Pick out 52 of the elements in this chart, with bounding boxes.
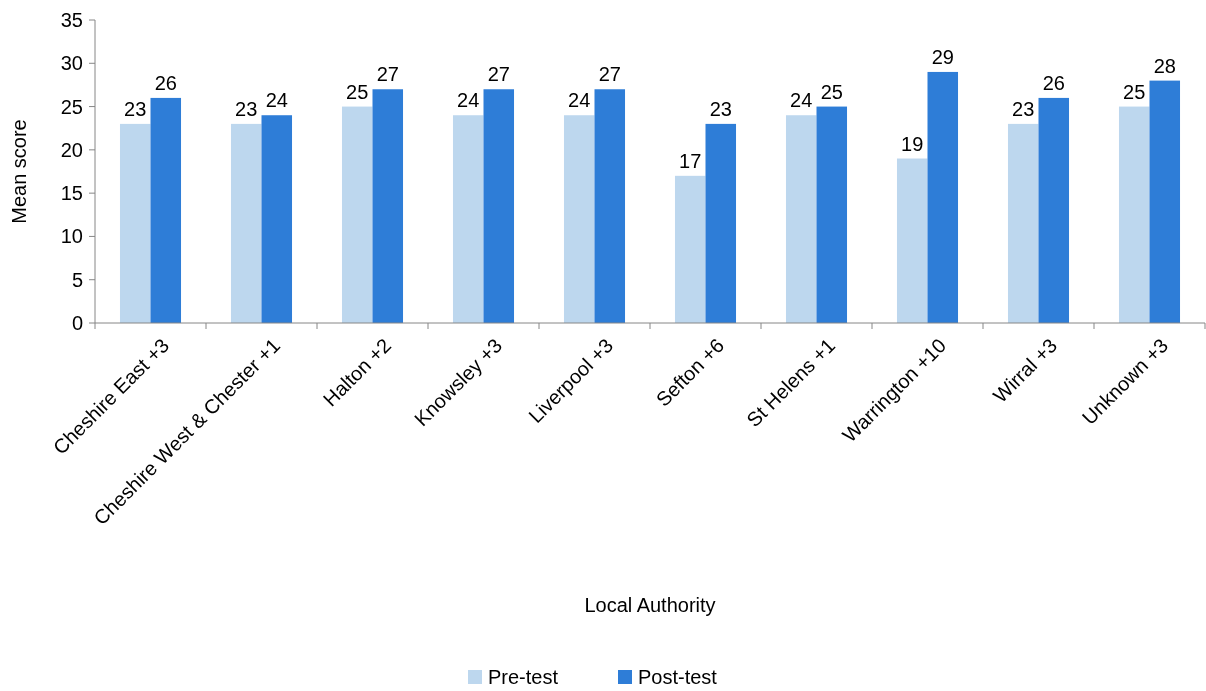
data-label: 27 — [376, 63, 399, 86]
data-label: 26 — [1042, 71, 1065, 94]
bar — [705, 123, 737, 323]
data-label: 17 — [679, 149, 702, 172]
y-tick-label: 30 — [60, 52, 83, 75]
bar — [1118, 106, 1150, 323]
data-label: 24 — [457, 89, 480, 112]
data-label: 19 — [901, 132, 924, 155]
bar — [119, 123, 151, 323]
bar — [483, 89, 515, 323]
bar — [452, 115, 484, 323]
bar — [927, 71, 959, 323]
bar — [230, 123, 262, 323]
data-label: 24 — [568, 89, 591, 112]
y-axis-title: Mean score — [8, 119, 30, 224]
data-label: 27 — [487, 63, 510, 86]
y-tick-label: 10 — [60, 225, 83, 248]
bar — [341, 106, 373, 323]
data-label: 29 — [931, 45, 954, 68]
bar — [1149, 80, 1181, 323]
bar — [372, 89, 404, 323]
bar — [1007, 123, 1039, 323]
data-label: 28 — [1153, 54, 1176, 77]
bar — [261, 115, 293, 323]
bar — [674, 175, 706, 323]
bar — [150, 97, 182, 323]
y-tick-label: 0 — [71, 312, 83, 334]
bar — [785, 115, 817, 323]
data-label: 24 — [265, 89, 288, 112]
legend-label: Post-test — [638, 666, 718, 688]
x-axis-title: Local Authority — [584, 594, 716, 616]
data-label: 27 — [598, 63, 621, 86]
bar — [896, 158, 928, 323]
data-label: 23 — [1012, 97, 1035, 120]
data-label: 24 — [790, 89, 813, 112]
bar — [1038, 97, 1070, 323]
y-tick-label: 5 — [71, 268, 83, 291]
data-label: 25 — [346, 80, 369, 103]
y-tick-label: 25 — [60, 95, 83, 118]
data-label: 23 — [124, 97, 147, 120]
bar — [594, 89, 626, 323]
data-label: 23 — [235, 97, 258, 120]
legend-label: Pre-test — [488, 666, 559, 688]
data-label: 25 — [1123, 80, 1146, 103]
data-label: 23 — [709, 97, 732, 120]
data-label: 26 — [154, 71, 177, 94]
bar — [816, 106, 848, 323]
data-label: 25 — [820, 80, 843, 103]
bar — [563, 115, 595, 323]
y-tick-label: 20 — [60, 138, 83, 161]
y-tick-label: 35 — [60, 9, 83, 31]
y-tick-label: 15 — [60, 182, 83, 205]
